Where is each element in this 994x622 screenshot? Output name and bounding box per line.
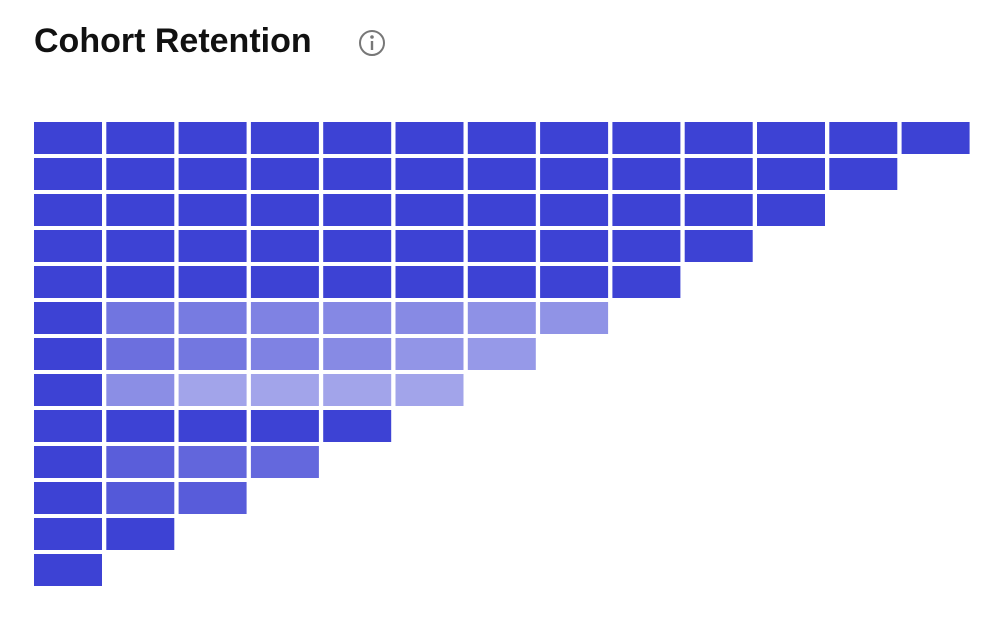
cell (34, 518, 102, 550)
cell (684, 194, 753, 226)
cell (757, 122, 825, 154)
cell (612, 266, 681, 298)
cell (106, 302, 175, 334)
cell (34, 266, 102, 298)
cell (323, 230, 392, 262)
cell (106, 230, 175, 262)
info-icon-dot[interactable] (370, 35, 374, 39)
cell (250, 158, 319, 190)
cell (106, 158, 175, 190)
cell (250, 410, 319, 442)
cell (250, 230, 319, 262)
cell (540, 230, 609, 262)
cell (323, 122, 392, 154)
cell (467, 302, 536, 334)
cell (323, 410, 392, 442)
cell (34, 122, 102, 154)
cell (178, 122, 247, 154)
cell (323, 302, 392, 334)
cell (178, 230, 247, 262)
cell (395, 122, 464, 154)
cell (395, 338, 464, 370)
cell (178, 302, 247, 334)
cell (323, 158, 392, 190)
cell (395, 374, 464, 406)
cell (106, 122, 175, 154)
cell (250, 338, 319, 370)
cell (323, 194, 392, 226)
info-icon-bar[interactable] (370, 41, 374, 50)
cell (684, 122, 753, 154)
cell (34, 230, 102, 262)
cell (34, 194, 102, 226)
cell (323, 266, 392, 298)
cell (178, 338, 247, 370)
cell (395, 194, 464, 226)
info-icon-ring[interactable] (359, 30, 385, 56)
chart-title: Cohort Retention (34, 22, 312, 60)
cell (106, 518, 175, 550)
cell (467, 266, 536, 298)
cell (757, 158, 825, 190)
cell (540, 302, 609, 334)
info-icon[interactable] (359, 30, 385, 56)
cell (106, 338, 175, 370)
cell (395, 230, 464, 262)
cell (250, 266, 319, 298)
cell (106, 446, 175, 478)
cell (34, 302, 102, 334)
cell (34, 446, 102, 478)
cell (178, 158, 247, 190)
cell (395, 302, 464, 334)
cell (467, 230, 536, 262)
cell (395, 158, 464, 190)
cell (178, 410, 247, 442)
cell (250, 302, 319, 334)
cell (178, 446, 247, 478)
cell (34, 554, 102, 586)
cell (250, 374, 319, 406)
cell (178, 266, 247, 298)
cell (106, 482, 175, 514)
cell (250, 446, 319, 478)
cell (829, 158, 898, 190)
cell (250, 122, 319, 154)
cell (829, 122, 898, 154)
cell (612, 158, 681, 190)
cell (612, 230, 681, 262)
cell (612, 194, 681, 226)
cell (106, 374, 175, 406)
cell (178, 374, 247, 406)
cell (684, 158, 753, 190)
cell (34, 338, 102, 370)
cell (106, 266, 175, 298)
cell (178, 194, 247, 226)
cell (323, 374, 392, 406)
cell (250, 194, 319, 226)
cell (34, 482, 102, 514)
cell (540, 194, 609, 226)
cell (467, 122, 536, 154)
cell (540, 122, 609, 154)
cell (395, 266, 464, 298)
cell (106, 194, 175, 226)
cell (178, 482, 247, 514)
cell (901, 122, 970, 154)
cell (684, 230, 753, 262)
cell (34, 374, 102, 406)
cell (540, 158, 609, 190)
cell (467, 194, 536, 226)
cell (757, 194, 825, 226)
cell (34, 410, 102, 442)
cell (34, 158, 102, 190)
cell (540, 266, 609, 298)
cell (467, 338, 536, 370)
cell (612, 122, 681, 154)
cell (467, 158, 536, 190)
cell (106, 410, 175, 442)
cell (323, 338, 392, 370)
